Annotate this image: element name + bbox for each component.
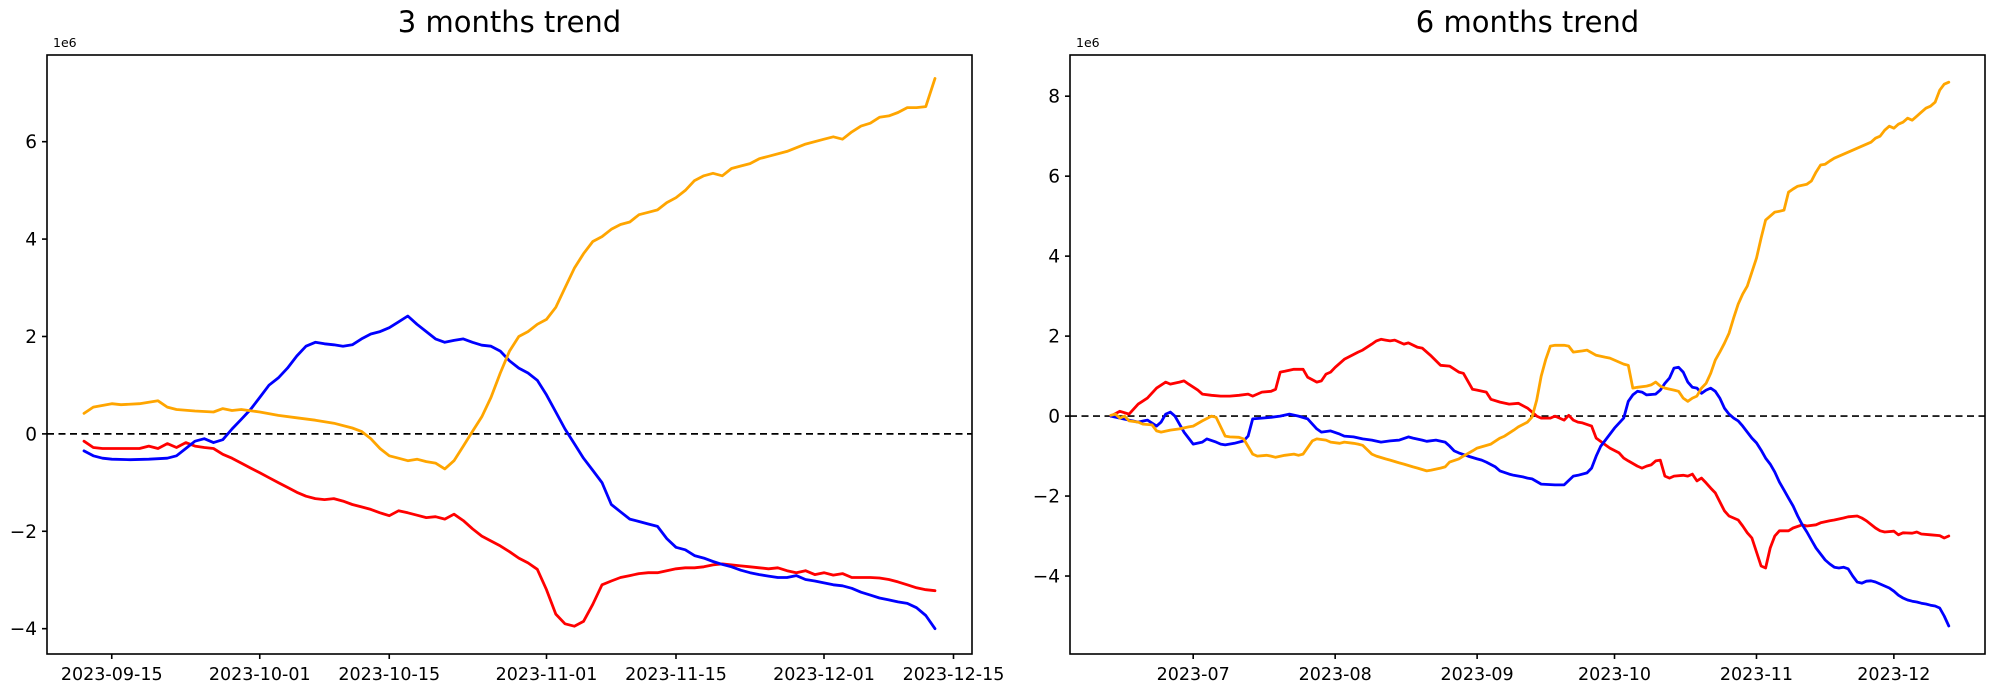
series-line-orange xyxy=(1109,80,1951,473)
y-tick-label: 0 xyxy=(25,424,37,445)
x-tick-label: 2023-12-01 xyxy=(773,665,875,685)
y-tick-label: −2 xyxy=(10,522,37,543)
y-tick-label: 8 xyxy=(1048,87,1060,108)
y-tick-label: 6 xyxy=(1048,167,1060,188)
x-tick-label: 2023-10-15 xyxy=(338,665,440,685)
x-tick-label: 2023-11-01 xyxy=(496,665,598,685)
y-tick-label: 0 xyxy=(1048,407,1060,428)
y-tick-label: 4 xyxy=(1048,247,1060,268)
y-axis-offset-label: 1e6 xyxy=(53,35,77,50)
y-tick-label: 2 xyxy=(25,327,37,348)
x-tick-label: 2023-10 xyxy=(1578,665,1651,685)
y-tick-label: 6 xyxy=(25,132,37,153)
x-tick-label: 2023-11 xyxy=(1720,665,1793,685)
chart-title-3-months-trend: 3 months trend xyxy=(397,5,622,39)
plot-border xyxy=(1069,54,1986,655)
x-tick-label: 2023-12-15 xyxy=(903,665,1005,685)
y-tick-label: −4 xyxy=(1033,567,1060,588)
series-line-blue xyxy=(82,314,937,631)
y-axis-offset-label: 1e6 xyxy=(1076,35,1100,50)
x-tick-label: 2023-07 xyxy=(1157,665,1230,685)
x-tick-label: 2023-10-01 xyxy=(209,665,311,685)
y-tick-label: −4 xyxy=(10,619,37,640)
series-line-blue xyxy=(1109,365,1951,628)
x-tick-label: 2023-08 xyxy=(1299,665,1372,685)
x-tick-label: 2023-12 xyxy=(1857,665,1930,685)
x-tick-label: 2023-09-15 xyxy=(61,665,163,685)
series-line-orange xyxy=(82,77,937,471)
y-tick-label: −2 xyxy=(1033,487,1060,508)
chart-title-6-months-trend: 6 months trend xyxy=(1415,5,1640,39)
x-tick-label: 2023-09 xyxy=(1441,665,1514,685)
series-line-red xyxy=(1109,337,1951,570)
y-tick-label: 2 xyxy=(1048,327,1060,348)
plot-border xyxy=(46,54,973,655)
x-tick-label: 2023-11-15 xyxy=(625,665,727,685)
y-tick-label: 4 xyxy=(25,230,37,251)
series-line-red xyxy=(82,439,937,628)
